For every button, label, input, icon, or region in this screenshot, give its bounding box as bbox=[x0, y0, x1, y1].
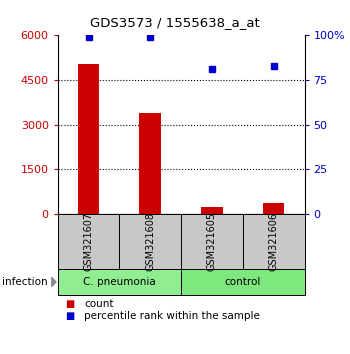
Bar bbox=[263, 203, 285, 214]
Text: ■: ■ bbox=[65, 311, 74, 321]
Bar bbox=[140, 113, 161, 214]
Text: GSM321605: GSM321605 bbox=[207, 212, 217, 271]
Bar bbox=[78, 64, 99, 214]
Text: GSM321607: GSM321607 bbox=[84, 212, 93, 271]
Text: infection: infection bbox=[2, 277, 47, 287]
Text: GSM321608: GSM321608 bbox=[145, 212, 155, 271]
Text: control: control bbox=[225, 277, 261, 287]
Text: GDS3573 / 1555638_a_at: GDS3573 / 1555638_a_at bbox=[90, 16, 260, 29]
Text: count: count bbox=[84, 299, 113, 309]
Text: ■: ■ bbox=[65, 299, 74, 309]
Bar bbox=[201, 207, 223, 214]
Text: C. pneumonia: C. pneumonia bbox=[83, 277, 156, 287]
Text: GSM321606: GSM321606 bbox=[269, 212, 279, 271]
Text: percentile rank within the sample: percentile rank within the sample bbox=[84, 311, 260, 321]
